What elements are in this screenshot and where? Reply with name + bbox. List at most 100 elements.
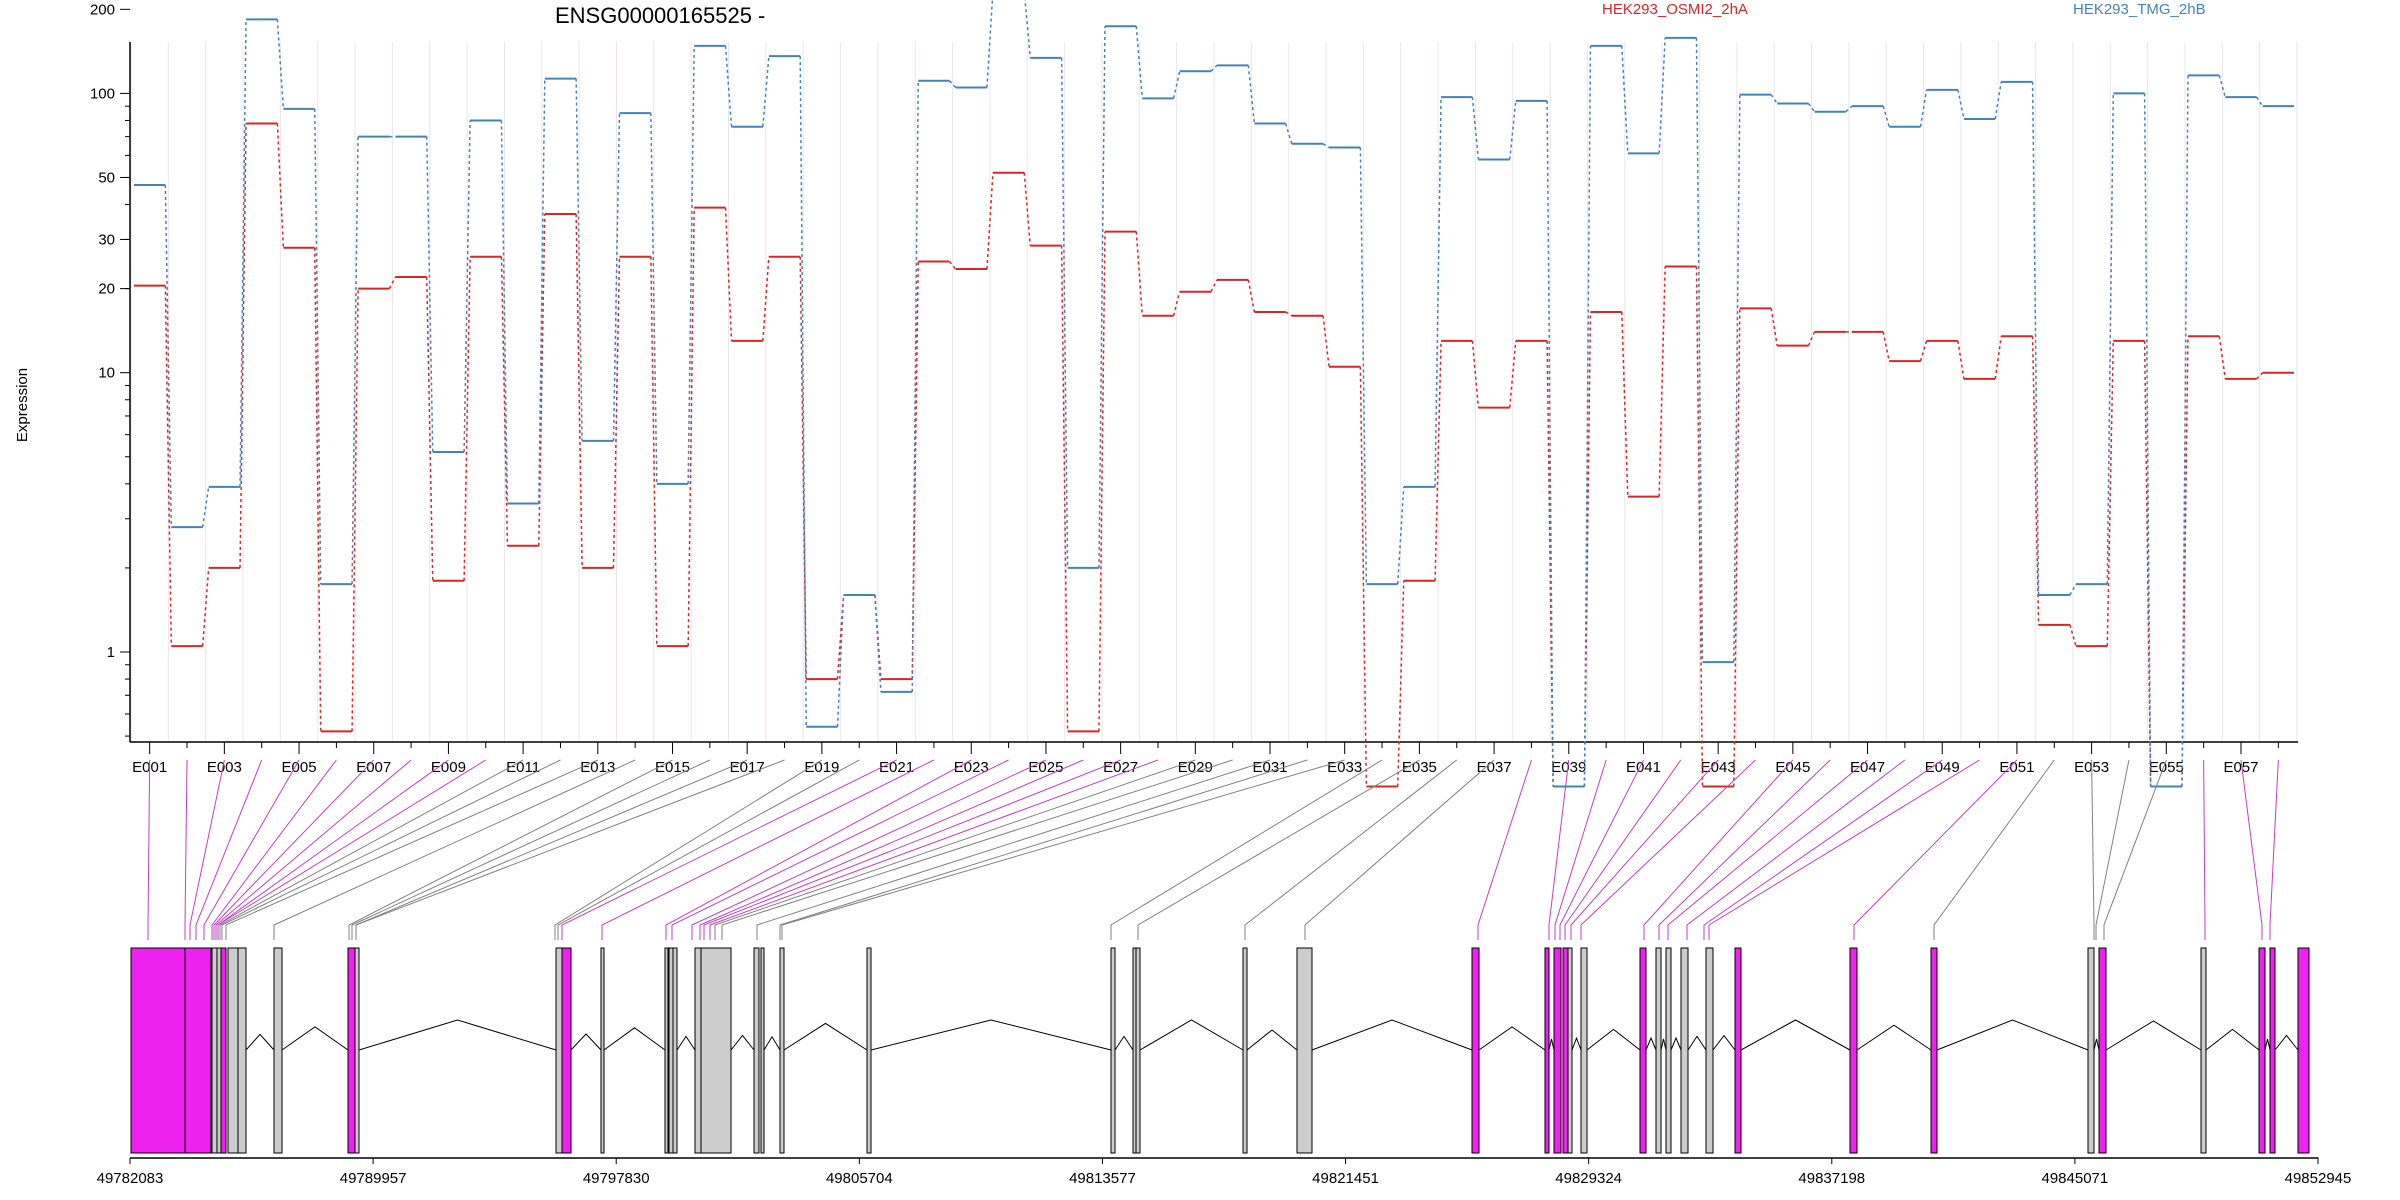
- exon-connector: [203, 759, 300, 940]
- series-connector: [762, 256, 770, 341]
- exon-connector: [1548, 759, 1570, 940]
- genomic-tick-label: 49789957: [340, 1170, 407, 1187]
- exon-box: [1296, 947, 1313, 1154]
- exon-connector: [1708, 759, 1980, 940]
- exon-box: [1135, 947, 1141, 1154]
- x-tick-label: E009: [431, 759, 466, 776]
- intron-line: [870, 1019, 1112, 1051]
- exon-connector: [221, 759, 561, 940]
- exon-connector: [601, 759, 935, 940]
- intron-line: [358, 1019, 557, 1051]
- exon-box: [1242, 947, 1248, 1154]
- exon-connector: [2269, 759, 2279, 940]
- series-connector: [612, 113, 621, 441]
- series-connector: [1807, 331, 1816, 346]
- series-connector: [1172, 291, 1181, 316]
- x-tick-label: E013: [580, 759, 615, 776]
- exon-box: [2098, 947, 2107, 1154]
- exon-connector: [714, 759, 1196, 940]
- intron-line: [2264, 1038, 2271, 1051]
- exon-box: [2297, 947, 2310, 1154]
- series-connector: [1024, 0, 1032, 58]
- series-connector: [201, 486, 210, 528]
- exon-box: [600, 947, 605, 1154]
- series-connector: [2031, 81, 2040, 595]
- genomic-tick-label: 49805704: [826, 1170, 893, 1187]
- exon-connector: [2203, 759, 2206, 940]
- x-tick-label: E051: [1999, 759, 2034, 776]
- x-tick-label: E003: [207, 759, 242, 776]
- x-tick-label: E035: [1402, 759, 1437, 776]
- series-connector: [313, 247, 322, 732]
- series-connector: [1135, 26, 1144, 99]
- series-connector: [874, 594, 882, 692]
- gene-model-track: [130, 947, 2310, 1154]
- exon-connector: [756, 759, 1271, 940]
- exon-box: [694, 947, 702, 1154]
- series-connector: [724, 207, 733, 341]
- series-connector: [201, 567, 210, 647]
- exon-connector: [195, 759, 263, 940]
- intron-line: [1856, 1024, 1932, 1051]
- genomic-tick-label: 49821451: [1312, 1170, 1379, 1187]
- series-connector: [1509, 100, 1517, 160]
- exon-connector: [1559, 759, 1644, 940]
- intron-line: [1712, 1034, 1736, 1051]
- intron-line: [603, 1027, 666, 1051]
- exon-connector: [1853, 759, 2018, 940]
- exon-box: [1705, 947, 1714, 1154]
- series-connector: [1322, 143, 1330, 149]
- exon-connector: [779, 759, 1308, 940]
- series-connector: [2106, 93, 2115, 585]
- plot-grid: [130, 42, 2298, 742]
- intron-line: [676, 1035, 696, 1051]
- intron-line: [570, 1033, 602, 1051]
- exon-box: [2087, 947, 2095, 1154]
- legend-series-b: HEK293_TMG_2hB: [2073, 1, 2206, 18]
- exon-box: [227, 947, 239, 1154]
- series-connector: [1285, 311, 1293, 317]
- series-connector: [575, 213, 583, 568]
- series-connector: [1957, 340, 1965, 380]
- exon-connector: [709, 759, 1159, 940]
- intron-line: [1645, 1036, 1657, 1051]
- intron-line: [1936, 1019, 2089, 1051]
- exon-connector: [2095, 759, 2130, 940]
- intron-line: [1670, 1036, 1682, 1051]
- x-tick-label: E047: [1850, 759, 1885, 776]
- exon-box: [1562, 947, 1569, 1154]
- exon-connector: [1658, 759, 1831, 940]
- exon-connector: [1580, 759, 1756, 940]
- series-b: [134, 0, 2294, 788]
- exon-connector: [217, 759, 487, 940]
- exon-box: [1110, 947, 1116, 1154]
- series-connector: [1210, 64, 1218, 72]
- series-connector: [724, 45, 733, 127]
- series-connector: [1695, 37, 1704, 663]
- series-connector: [1770, 94, 1778, 104]
- series-connector: [1172, 71, 1181, 99]
- exon-connector: [691, 759, 1047, 940]
- series-connector: [1471, 97, 1480, 160]
- series-connector: [1135, 231, 1144, 316]
- series-connector: [2218, 75, 2227, 98]
- series-connector: [276, 19, 285, 109]
- exon-box: [1849, 947, 1858, 1154]
- series-connector: [2256, 96, 2264, 107]
- exon-connector: [355, 759, 785, 940]
- exon-box: [273, 947, 283, 1154]
- x-tick-label: E033: [1327, 759, 1362, 776]
- exon-box: [237, 947, 247, 1154]
- exon-box: [1734, 947, 1742, 1154]
- series-connector: [650, 256, 658, 647]
- intron-line: [1139, 1019, 1244, 1051]
- intron-line: [730, 1034, 755, 1051]
- genomic-tick-label: 49782083: [97, 1170, 164, 1187]
- x-tick-label: E041: [1626, 759, 1661, 776]
- exon-connector: [1554, 759, 1607, 940]
- exon-connector: [561, 759, 897, 940]
- exon-box: [354, 947, 360, 1154]
- exon-connector: [1564, 759, 1682, 940]
- x-tick-label: E043: [1701, 759, 1736, 776]
